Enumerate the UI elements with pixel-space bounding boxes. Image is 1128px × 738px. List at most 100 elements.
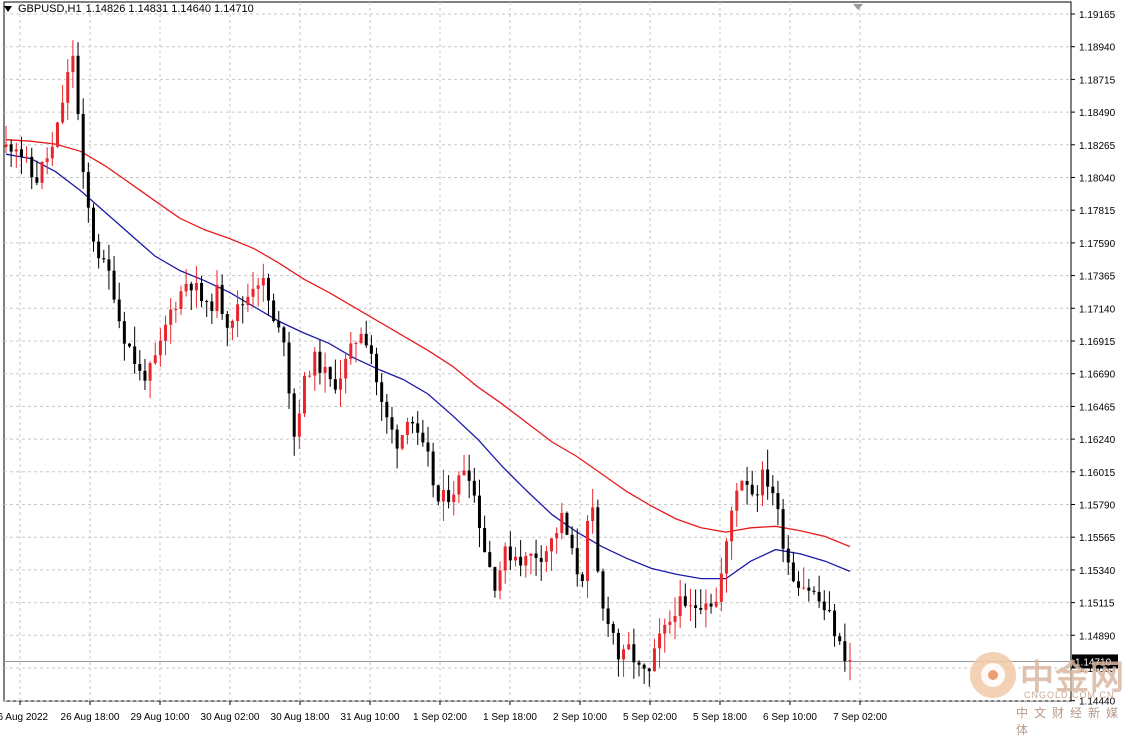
candle-bull (164, 324, 168, 341)
candle-bear (838, 636, 842, 642)
candle-bull (400, 435, 404, 449)
moving-average-line (5, 139, 851, 548)
candle-bear (241, 304, 245, 306)
ohlc-readout: 1.14826 1.14831 1.14640 1.14710 (85, 3, 254, 15)
candle-bull (704, 603, 708, 610)
candle-bull (441, 490, 445, 502)
candle-bear (30, 156, 34, 178)
candle-bear (102, 258, 106, 260)
candle-bull (323, 366, 327, 373)
dropdown-triangle-icon[interactable] (4, 6, 12, 12)
candle-bear (380, 382, 384, 402)
candle-bull (724, 541, 728, 574)
candle-bull (544, 551, 548, 562)
candle-bear (333, 379, 337, 390)
time-tick-label: 30 Aug 18:00 (271, 712, 330, 723)
candle-bear (395, 429, 399, 449)
candle-bear (534, 553, 538, 558)
candle-bear (447, 490, 451, 503)
candle-bear (266, 278, 270, 301)
price-tick-label: 1.17815 (1079, 206, 1116, 217)
candle-bear (699, 608, 703, 610)
candle-bear (9, 144, 13, 152)
candle-bear (575, 548, 579, 575)
candle-bull (668, 621, 672, 625)
candle-bear (493, 567, 497, 591)
candle-bear (390, 417, 394, 430)
candle-bull (627, 644, 631, 650)
candle-bear (683, 596, 687, 606)
candle-bear (91, 207, 95, 242)
candle-bull (524, 555, 528, 566)
candle-bull (251, 288, 255, 297)
candle-bull (261, 278, 265, 286)
time-tick-label: 31 Aug 10:00 (341, 712, 400, 723)
price-tick-label: 1.19165 (1079, 10, 1116, 21)
price-tick-label: 1.16465 (1079, 402, 1116, 413)
price-tick-label: 1.15790 (1079, 501, 1116, 512)
time-tick-label: 6 Sep 10:00 (763, 712, 817, 723)
candle-bull (529, 553, 533, 556)
candle-bear (508, 546, 512, 561)
candle-bull (673, 616, 677, 622)
candle-bear (827, 610, 831, 612)
candle-bear (426, 442, 430, 452)
candle-bear (519, 556, 523, 566)
time-tick-label: 30 Aug 02:00 (201, 712, 260, 723)
candle-bear (642, 664, 646, 669)
candle-bull (622, 649, 626, 660)
candle-bear (570, 534, 574, 549)
price-tick-label: 1.18490 (1079, 108, 1116, 119)
price-tick-label: 1.18040 (1079, 174, 1116, 185)
time-tick-label: 26 Aug 2022 (0, 712, 49, 723)
candle-bull (678, 596, 682, 617)
candle-bull (148, 363, 152, 381)
candle-bear (107, 259, 111, 271)
candle-bear (467, 470, 471, 481)
candle-bear (611, 624, 615, 633)
candle-bear (385, 401, 389, 418)
candle-bear (328, 366, 332, 380)
candle-bull (55, 122, 59, 147)
candle-bear (807, 587, 811, 591)
price-tick-label: 1.14890 (1079, 631, 1116, 642)
candle-bear (797, 581, 801, 588)
candle-bear (86, 172, 90, 208)
candle-bull (349, 343, 353, 359)
candle-bear (35, 177, 39, 183)
candle-bull (50, 146, 54, 159)
current-price-marker (1072, 654, 1118, 669)
candle-bull (359, 333, 363, 344)
time-tick-label: 1 Sep 18:00 (483, 712, 537, 723)
price-tick-label: 1.16915 (1079, 337, 1116, 348)
watermark-en: CNGOLD.COM.CN (1024, 690, 1115, 700)
moving-average-line (5, 153, 851, 580)
candle-bear (431, 451, 435, 486)
candle-bear (282, 327, 286, 343)
price-tick-label: 1.16240 (1079, 435, 1116, 446)
candle-bull (652, 648, 656, 672)
candle-bear (436, 485, 440, 502)
candle-bull (714, 601, 718, 607)
time-tick-label: 26 Aug 18:00 (61, 712, 120, 723)
candle-bear (225, 314, 229, 328)
candle-bear (606, 608, 610, 625)
candle-bull (848, 659, 852, 662)
candle-bear (755, 494, 759, 496)
candle-bear (843, 641, 847, 662)
candle-bear (601, 571, 605, 609)
candle-bear (128, 343, 132, 347)
candle-bull (66, 72, 70, 103)
candle-bull (761, 469, 765, 496)
plot-frame (3, 1, 1072, 702)
candle-bear (81, 113, 85, 173)
candle-bull (40, 161, 44, 183)
candle-bear (19, 149, 23, 157)
cngold-logo-icon (970, 652, 1016, 698)
candle-bear (477, 495, 481, 529)
candle-bull (313, 351, 317, 376)
candle-bear (709, 603, 713, 607)
candle-bull (297, 413, 301, 437)
candle-bull (503, 546, 507, 571)
